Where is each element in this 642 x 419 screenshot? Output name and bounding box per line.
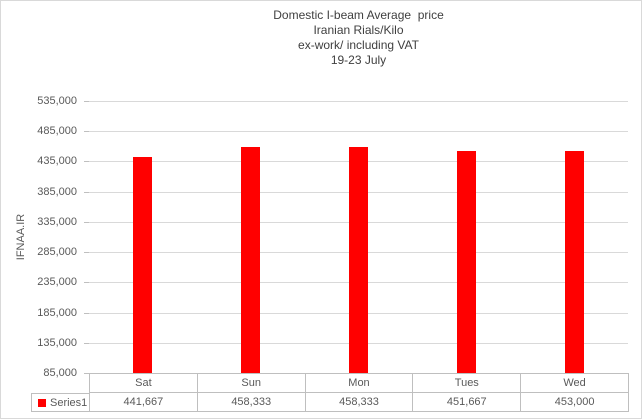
chart-title-line-4: 19-23 July bbox=[330, 53, 387, 67]
chart-title: Domestic I-beam Average price Iranian Ri… bbox=[89, 8, 628, 68]
table-header-mon: Mon bbox=[305, 373, 414, 393]
table-header-sun: Sun bbox=[197, 373, 306, 393]
bar-wed bbox=[565, 151, 584, 373]
y-tick-label: 235,000 bbox=[37, 276, 77, 288]
table-value-sun: 458,333 bbox=[197, 393, 306, 412]
y-tick-label: 485,000 bbox=[37, 125, 77, 137]
table-header-wed: Wed bbox=[521, 373, 629, 393]
y-axis-tick-mark bbox=[84, 161, 89, 162]
table-value-mon: 458,333 bbox=[305, 393, 414, 412]
y-tick-label: 435,000 bbox=[37, 155, 77, 167]
y-axis-tick-mark bbox=[84, 192, 89, 193]
chart-title-line-3: ex-work/ including VAT bbox=[298, 38, 419, 52]
bar-sun bbox=[241, 147, 260, 373]
table-value-wed: 453,000 bbox=[521, 393, 629, 412]
chart-title-line-1: Domestic I-beam Average price bbox=[273, 8, 444, 22]
y-tick-label: 85,000 bbox=[43, 367, 77, 379]
y-tick-label: 185,000 bbox=[37, 307, 77, 319]
y-tick-label: 135,000 bbox=[37, 337, 77, 349]
table-header-sat: Sat bbox=[89, 373, 198, 393]
y-axis-tick-mark bbox=[84, 282, 89, 283]
y-axis-tick-mark bbox=[84, 131, 89, 132]
bar-tues bbox=[457, 151, 476, 373]
data-table-value-row: 441,667 458,333 458,333 451,667 453,000 bbox=[89, 393, 629, 412]
y-tick-label: 285,000 bbox=[37, 246, 77, 258]
legend: Series1 bbox=[31, 393, 90, 412]
y-axis-tick-mark bbox=[84, 373, 89, 374]
y-axis-tick-mark bbox=[84, 222, 89, 223]
table-value-sat: 441,667 bbox=[89, 393, 198, 412]
gridline bbox=[89, 101, 628, 102]
bar-mon bbox=[349, 147, 368, 373]
table-header-tues: Tues bbox=[413, 373, 522, 393]
chart-title-line-2: Iranian Rials/Kilo bbox=[313, 23, 404, 37]
table-value-tues: 451,667 bbox=[413, 393, 522, 412]
gridline bbox=[89, 131, 628, 132]
series-color-key-icon bbox=[38, 398, 46, 407]
y-axis-tick-mark bbox=[84, 313, 89, 314]
y-tick-label: 535,000 bbox=[37, 95, 77, 107]
data-table-header-row: Sat Sun Mon Tues Wed bbox=[89, 373, 629, 393]
legend-series-label: Series1 bbox=[50, 396, 88, 409]
y-axis-tick-mark bbox=[84, 252, 89, 253]
y-axis-tick-mark bbox=[84, 101, 89, 102]
y-tick-label: 385,000 bbox=[37, 186, 77, 198]
y-axis-tick-mark bbox=[84, 343, 89, 344]
bar-sat bbox=[133, 157, 152, 373]
y-tick-label: 335,000 bbox=[37, 216, 77, 228]
